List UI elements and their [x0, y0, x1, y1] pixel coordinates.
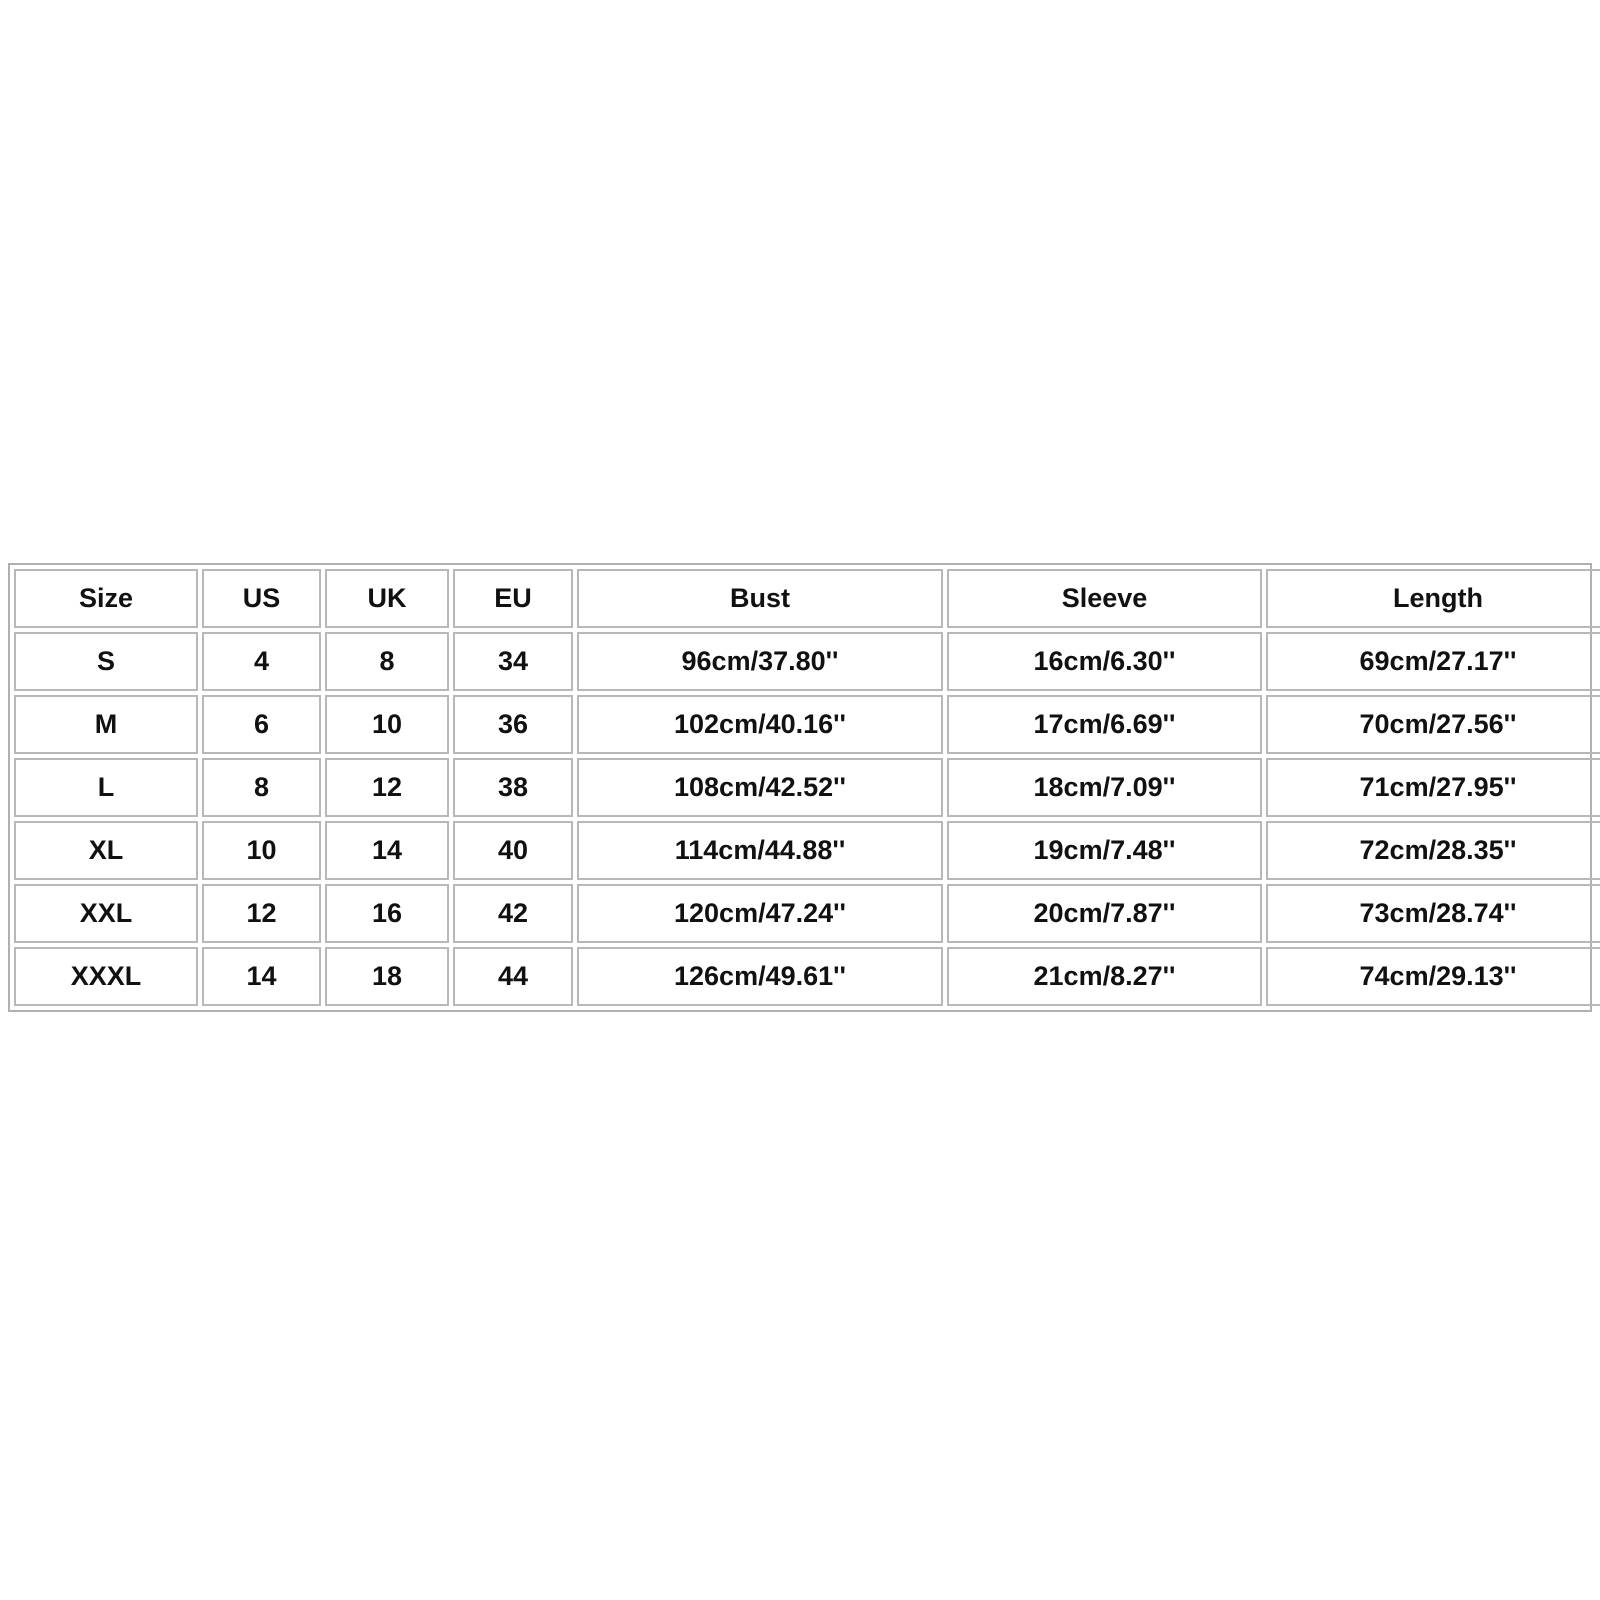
table-cell: 16cm/6.30'' [947, 632, 1262, 691]
table-cell: 8 [202, 758, 321, 817]
table-cell: S [14, 632, 198, 691]
table-cell: 70cm/27.56'' [1266, 695, 1600, 754]
table-row: S 4 8 34 96cm/37.80'' 16cm/6.30'' 69cm/27.17'' [14, 632, 1600, 691]
header-cell: Length [1266, 569, 1600, 628]
header-row: Size US UK EU Bust Sleeve Length [14, 569, 1600, 628]
table-cell: 108cm/42.52'' [577, 758, 943, 817]
table-cell: 36 [453, 695, 573, 754]
table-cell: 19cm/7.48'' [947, 821, 1262, 880]
table-cell: 96cm/37.80'' [577, 632, 943, 691]
table-cell: 42 [453, 884, 573, 943]
table-cell: 14 [202, 947, 321, 1006]
table-cell: 126cm/49.61'' [577, 947, 943, 1006]
table-cell: 14 [325, 821, 449, 880]
table-cell: 4 [202, 632, 321, 691]
table-cell: 72cm/28.35'' [1266, 821, 1600, 880]
table-cell: 74cm/29.13'' [1266, 947, 1600, 1006]
table-row: XL 10 14 40 114cm/44.88'' 19cm/7.48'' 72cm/28.… [14, 821, 1600, 880]
table-cell: L [14, 758, 198, 817]
table-cell: 12 [325, 758, 449, 817]
table-cell: 18cm/7.09'' [947, 758, 1262, 817]
size-chart: Size US UK EU Bust Sleeve Length S 4 8 34 96cm/37.… [8, 563, 1600, 1012]
header-cell: EU [453, 569, 573, 628]
header-cell: Size [14, 569, 198, 628]
table-cell: 12 [202, 884, 321, 943]
table-cell: 38 [453, 758, 573, 817]
table-cell: 44 [453, 947, 573, 1006]
table-cell: 71cm/27.95'' [1266, 758, 1600, 817]
header-cell: US [202, 569, 321, 628]
table-cell: 120cm/47.24'' [577, 884, 943, 943]
table-cell: XL [14, 821, 198, 880]
table-cell: 73cm/28.74'' [1266, 884, 1600, 943]
table-cell: 69cm/27.17'' [1266, 632, 1600, 691]
table-cell: 114cm/44.88'' [577, 821, 943, 880]
table-row: M 6 10 36 102cm/40.16'' 17cm/6.69'' 70cm/27.56… [14, 695, 1600, 754]
header-cell: Sleeve [947, 569, 1262, 628]
table-cell: 18 [325, 947, 449, 1006]
header-cell: UK [325, 569, 449, 628]
table-row: XXL 12 16 42 120cm/47.24'' 20cm/7.87'' 73cm/28… [14, 884, 1600, 943]
table-row: XXXL 14 18 44 126cm/49.61'' 21cm/8.27'' 74cm/2… [14, 947, 1600, 1006]
table-cell: 10 [202, 821, 321, 880]
table-cell: 102cm/40.16'' [577, 695, 943, 754]
table-cell: 6 [202, 695, 321, 754]
table-cell: XXL [14, 884, 198, 943]
table-cell: XXXL [14, 947, 198, 1006]
table-cell: 21cm/8.27'' [947, 947, 1262, 1006]
table-cell: 40 [453, 821, 573, 880]
table-cell: 10 [325, 695, 449, 754]
table-cell: 34 [453, 632, 573, 691]
table-cell: M [14, 695, 198, 754]
table-cell: 17cm/6.69'' [947, 695, 1262, 754]
table-cell: 8 [325, 632, 449, 691]
header-cell: Bust [577, 569, 943, 628]
table-cell: 20cm/7.87'' [947, 884, 1262, 943]
table-row: L 8 12 38 108cm/42.52'' 18cm/7.09'' 71cm/27.95… [14, 758, 1600, 817]
size-table: Size US UK EU Bust Sleeve Length S 4 8 34 96cm/37.… [10, 565, 1600, 1010]
table-cell: 16 [325, 884, 449, 943]
